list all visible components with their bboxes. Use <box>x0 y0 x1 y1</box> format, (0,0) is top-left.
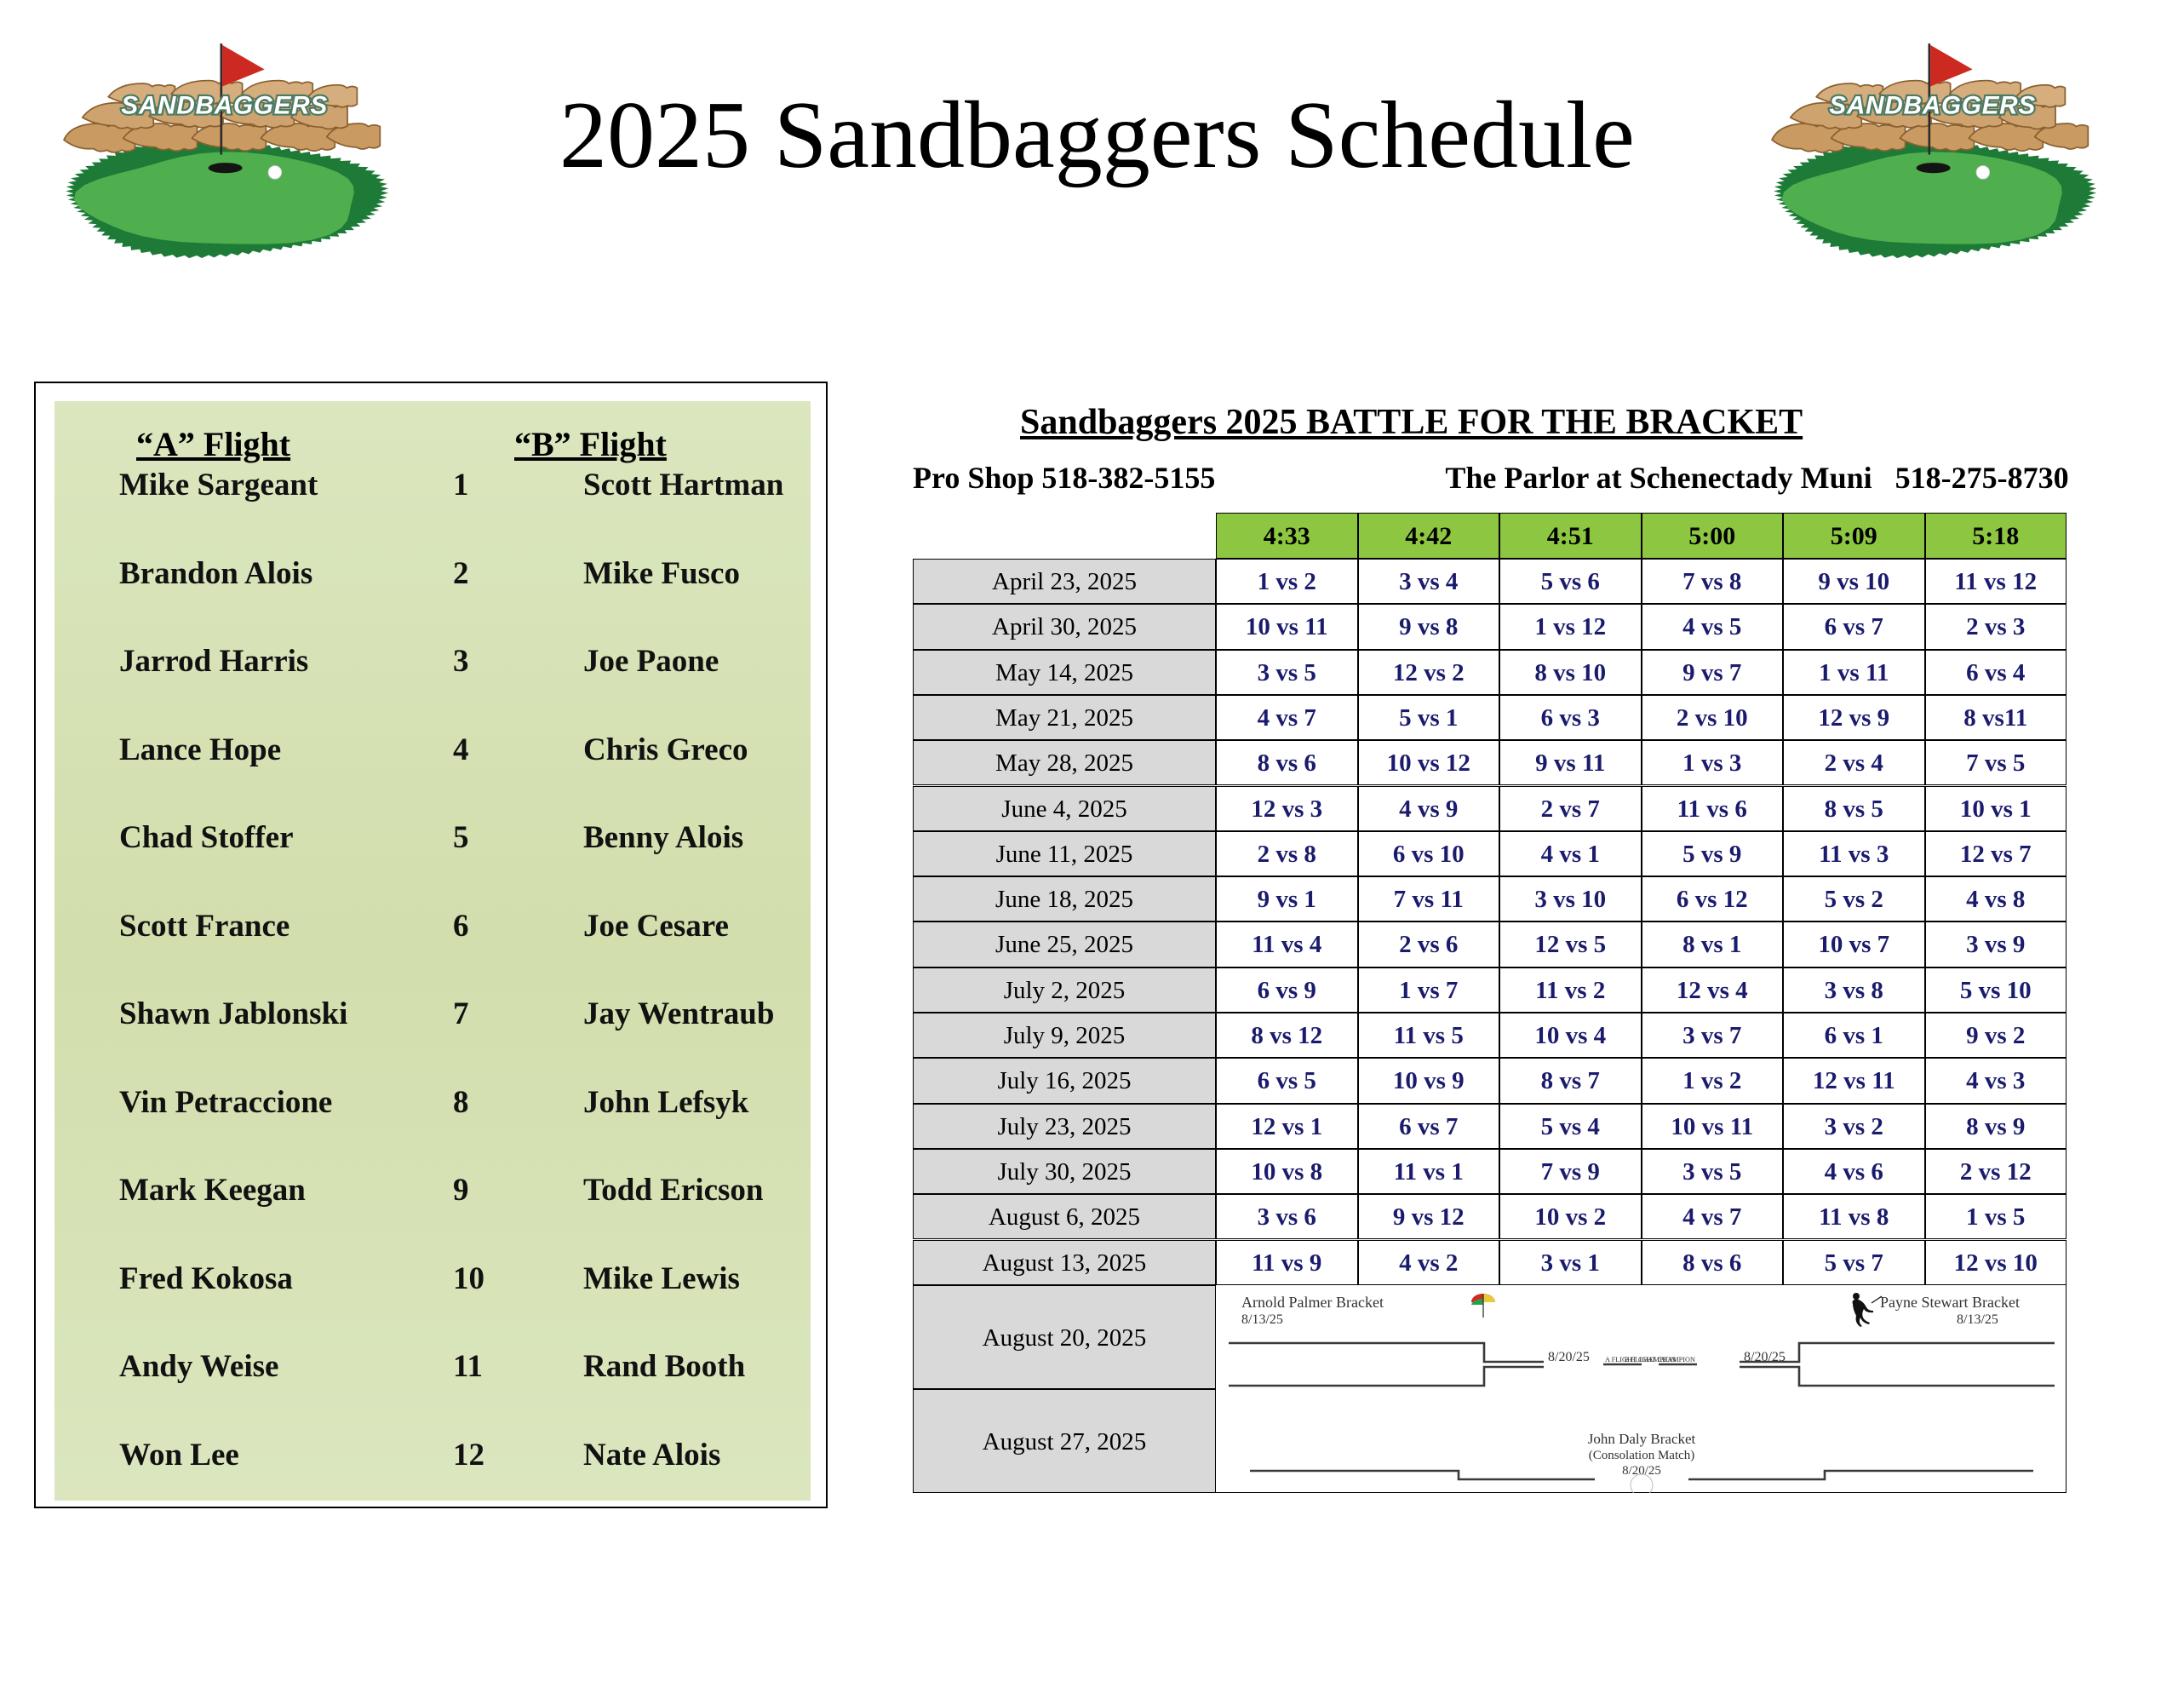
svg-text:8/13/25: 8/13/25 <box>1241 1312 1283 1327</box>
svg-text:SANDBAGGERS: SANDBAGGERS <box>121 92 328 120</box>
svg-text:8/20/25: 8/20/25 <box>1548 1350 1590 1364</box>
svg-text:Arnold Palmer Bracket: Arnold Palmer Bracket <box>1241 1294 1384 1311</box>
svg-text:(Consolation Match): (Consolation Match) <box>1589 1449 1695 1462</box>
svg-text:John Daly Bracket: John Daly Bracket <box>1588 1431 1696 1447</box>
svg-text:Payne Stewart Bracket: Payne Stewart Bracket <box>1880 1294 2020 1311</box>
svg-text:8/20/25: 8/20/25 <box>1622 1464 1661 1478</box>
svg-text:SANDBAGGERS: SANDBAGGERS <box>1829 92 2036 120</box>
svg-text:8/13/25: 8/13/25 <box>1957 1312 1998 1327</box>
svg-text:8/20/25: 8/20/25 <box>1744 1350 1786 1364</box>
svg-text:B FLIGHT CHAMPION: B FLIGHT CHAMPION <box>1625 1356 1695 1364</box>
